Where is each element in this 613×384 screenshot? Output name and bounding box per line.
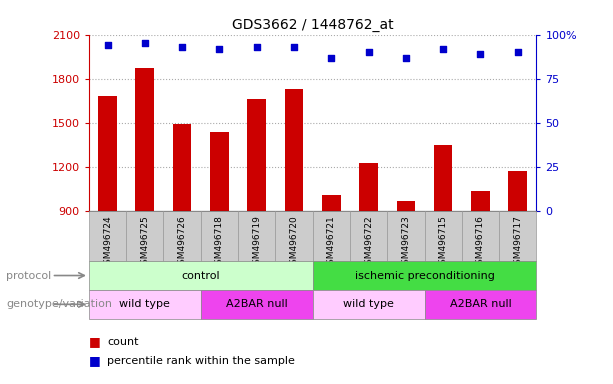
Text: ■: ■ [89, 335, 101, 348]
Text: GSM496719: GSM496719 [252, 215, 261, 270]
Text: percentile rank within the sample: percentile rank within the sample [107, 356, 295, 366]
Point [140, 40, 150, 46]
Bar [499, 211, 536, 261]
Point [326, 55, 336, 61]
Bar [135, 68, 154, 211]
Text: wild type: wild type [120, 299, 170, 310]
Text: genotype/variation: genotype/variation [6, 299, 112, 310]
Bar [508, 172, 527, 211]
Point [476, 51, 485, 57]
Text: protocol: protocol [6, 270, 51, 281]
Text: GSM496724: GSM496724 [103, 215, 112, 270]
Bar [434, 145, 452, 211]
Bar [164, 211, 200, 261]
Text: GSM496715: GSM496715 [439, 215, 447, 270]
Bar [201, 290, 313, 319]
Bar [201, 211, 238, 261]
Bar [210, 132, 229, 211]
Text: GSM496722: GSM496722 [364, 215, 373, 270]
Bar [350, 211, 387, 261]
Title: GDS3662 / 1448762_at: GDS3662 / 1448762_at [232, 18, 394, 32]
Text: GSM496725: GSM496725 [140, 215, 150, 270]
Text: A2BAR null: A2BAR null [449, 299, 511, 310]
Bar [359, 163, 378, 211]
Point [102, 42, 112, 48]
Bar [387, 211, 424, 261]
Bar [313, 290, 424, 319]
Bar [284, 89, 303, 211]
Bar [313, 261, 536, 290]
Bar [313, 211, 350, 261]
Text: wild type: wild type [343, 299, 394, 310]
Text: GSM496717: GSM496717 [513, 215, 522, 270]
Text: A2BAR null: A2BAR null [226, 299, 287, 310]
Point [513, 49, 523, 55]
Text: ■: ■ [89, 354, 101, 367]
Text: ischemic preconditioning: ischemic preconditioning [354, 270, 495, 281]
Text: GSM496721: GSM496721 [327, 215, 336, 270]
Point [438, 46, 448, 52]
Bar [89, 211, 126, 261]
Point [364, 49, 373, 55]
Bar [173, 124, 191, 211]
Point [177, 44, 187, 50]
Bar [424, 211, 462, 261]
Text: count: count [107, 337, 139, 347]
Bar [424, 290, 536, 319]
Bar [98, 96, 117, 211]
Bar [248, 99, 266, 211]
Bar [89, 290, 201, 319]
Bar [462, 211, 499, 261]
Point [401, 55, 411, 61]
Text: GSM496716: GSM496716 [476, 215, 485, 270]
Point [252, 44, 262, 50]
Bar [89, 261, 313, 290]
Text: control: control [181, 270, 220, 281]
Point [289, 44, 299, 50]
Bar [126, 211, 164, 261]
Bar [397, 201, 415, 211]
Text: GSM496726: GSM496726 [178, 215, 186, 270]
Bar [275, 211, 313, 261]
Text: GSM496720: GSM496720 [289, 215, 299, 270]
Bar [238, 211, 275, 261]
Text: GSM496723: GSM496723 [402, 215, 410, 270]
Text: GSM496718: GSM496718 [215, 215, 224, 270]
Bar [471, 190, 490, 211]
Bar [322, 195, 341, 211]
Point [215, 46, 224, 52]
